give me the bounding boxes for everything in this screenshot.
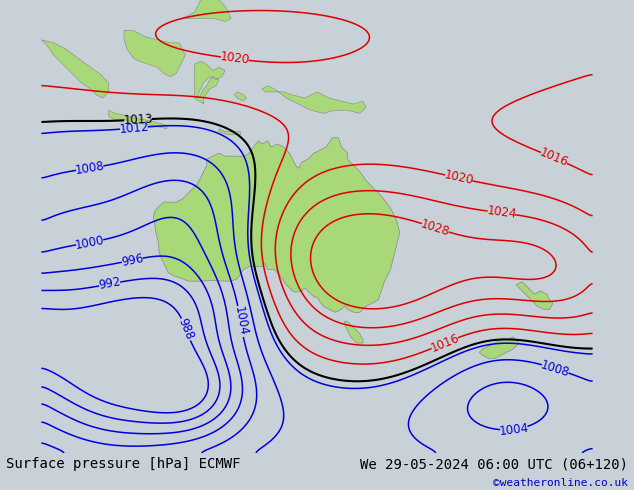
Polygon shape — [262, 86, 366, 113]
Polygon shape — [153, 138, 399, 312]
Polygon shape — [109, 110, 167, 128]
Polygon shape — [124, 30, 185, 76]
Text: 1024: 1024 — [486, 204, 517, 221]
Text: 1028: 1028 — [419, 217, 451, 239]
Polygon shape — [479, 337, 519, 358]
Text: We 29-05-2024 06:00 UTC (06+120): We 29-05-2024 06:00 UTC (06+120) — [359, 457, 628, 471]
Polygon shape — [219, 128, 240, 135]
Text: 1016: 1016 — [429, 331, 461, 355]
Text: 1012: 1012 — [119, 121, 150, 136]
Polygon shape — [516, 282, 553, 309]
Polygon shape — [195, 61, 225, 104]
Text: 1008: 1008 — [74, 159, 105, 177]
Text: 1004: 1004 — [231, 306, 250, 337]
Polygon shape — [41, 40, 109, 98]
Polygon shape — [235, 92, 247, 101]
Text: 1020: 1020 — [443, 169, 474, 188]
Text: 1020: 1020 — [219, 50, 250, 67]
Text: Surface pressure [hPa] ECMWF: Surface pressure [hPa] ECMWF — [6, 457, 241, 471]
Text: 1013: 1013 — [123, 112, 153, 127]
Text: 996: 996 — [120, 251, 145, 269]
Text: 988: 988 — [176, 317, 196, 342]
Polygon shape — [344, 321, 363, 343]
Text: 1008: 1008 — [540, 358, 571, 379]
Text: ©weatheronline.co.uk: ©weatheronline.co.uk — [493, 478, 628, 488]
Text: 1004: 1004 — [498, 421, 529, 438]
Text: 1016: 1016 — [538, 146, 570, 170]
Text: 992: 992 — [98, 275, 122, 293]
Polygon shape — [182, 0, 231, 22]
Text: 1000: 1000 — [74, 233, 105, 251]
